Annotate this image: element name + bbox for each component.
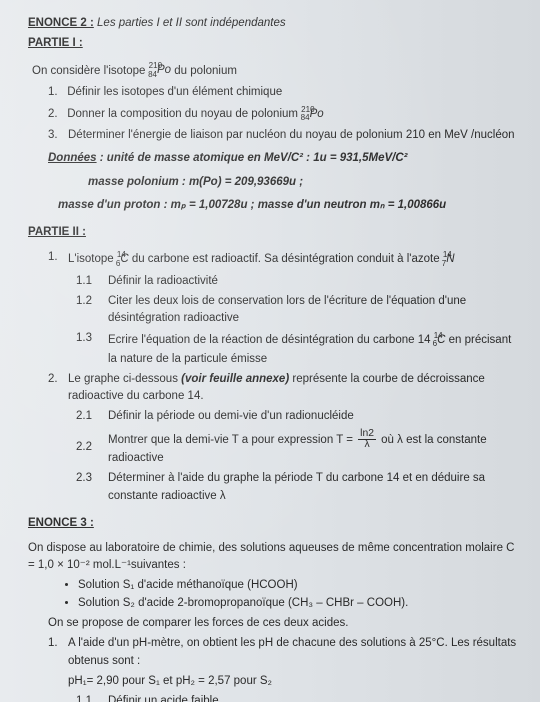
p1-q3: Déterminer l'énergie de liaison par nucl…	[68, 127, 515, 144]
p1-q3-row: 3. Déterminer l'énergie de liaison par n…	[48, 127, 522, 144]
enonce2-title: ENONCE 2 :	[28, 17, 94, 29]
isotope-po: 21084Po	[149, 64, 171, 76]
p2-q2-1: Définir la période ou demi-vie d'un radi…	[108, 408, 354, 425]
intro-post: du polonium	[171, 64, 237, 76]
p1-q1-row: 1. Définir les isotopes d'un élément chi…	[48, 84, 522, 101]
p2-q2-pre: Le graphe ci-dessous	[68, 373, 181, 385]
masse-po: masse polonium : m(Po) = 209,93669u ;	[88, 174, 522, 191]
p2-q1-1-row: 1.1 Définir la radioactivité	[76, 273, 522, 290]
iso-sub2: 84	[301, 113, 310, 122]
e3-q1: A l'aide d'un pH-mètre, on obtient les p…	[68, 635, 522, 670]
c14-sym: C	[120, 253, 128, 265]
isotope-c14: 146C	[117, 253, 129, 265]
num-2-2: 2.2	[76, 439, 108, 456]
p2-q2-2: Montrer que la demi-vie T a pour express…	[108, 429, 522, 468]
enonce3-title: ENONCE 3 :	[28, 515, 522, 532]
e3-bullets: Solution S₁ d'acide méthanoïque (HCOOH) …	[78, 577, 522, 613]
p2-q2-text: Le graphe ci-dessous (voir feuille annex…	[68, 371, 522, 406]
num-2: 2.	[48, 108, 58, 120]
p2-q1-3: Ecrire l'équation de la réaction de dési…	[108, 330, 522, 367]
num-1-3: 1.3	[76, 330, 108, 367]
isotope-c14b: 146C	[434, 334, 446, 346]
num-1-1: 1.1	[76, 273, 108, 290]
e3-ph: pH₁= 2,90 pour S₁ et pH₂ = 2,57 pour S₂	[68, 673, 522, 690]
p2-q1-2: Citer les deux lois de conservation lors…	[108, 293, 522, 328]
partie1-intro: On considère l'isotope 21084Po du poloni…	[32, 61, 522, 81]
p2-q1-1: Définir la radioactivité	[108, 273, 218, 290]
num-1b: 1.	[48, 249, 68, 269]
p2-q2-1-row: 2.1 Définir la période ou demi-vie d'un …	[76, 408, 522, 425]
num-2-3: 2.3	[76, 470, 108, 505]
num-1: 1.	[48, 86, 58, 98]
e3-q1-row: 1. A l'aide d'un pH-mètre, on obtient le…	[48, 635, 522, 670]
donnees-line1: Données : unité de masse atomique en MeV…	[48, 150, 522, 167]
intro-pre: On considère l'isotope	[32, 64, 149, 76]
p2-q2-2-pre: Montrer que la demi-vie T a pour express…	[108, 433, 356, 445]
p1-q1: Définir les isotopes d'un élément chimiq…	[67, 86, 282, 98]
partie1-title: PARTIE I :	[28, 35, 522, 52]
p2-q1-text: L'isotope 146C du carbone est radioactif…	[68, 249, 455, 269]
e3-intro: On dispose au laboratoire de chimie, des…	[28, 540, 522, 575]
enonce2-heading: ENONCE 2 : Les parties I et II sont indé…	[28, 15, 522, 32]
fraction: ln2λ	[358, 429, 376, 451]
p2-q2-2-row: 2.2 Montrer que la demi-vie T a pour exp…	[76, 429, 522, 468]
e3-compare: On se propose de comparer les forces de …	[48, 615, 522, 632]
p1-q2-row: 2. Donner la composition du noyau de pol…	[48, 104, 522, 124]
p2-q1-3a: Ecrire l'équation de la réaction de dési…	[108, 334, 434, 346]
exam-page: ENONCE 2 : Les parties I et II sont indé…	[0, 0, 540, 702]
frac-den: λ	[358, 440, 376, 450]
donnees-label: Données	[48, 152, 97, 164]
num-3: 3.	[48, 127, 68, 144]
iso-sub: 84	[148, 70, 157, 79]
num-1c: 1.	[48, 635, 68, 670]
p2-q2-3-row: 2.3 Déterminer à l'aide du graphe la pér…	[76, 470, 522, 505]
p1-q2: Donner la composition du noyau de poloni…	[67, 108, 301, 120]
e3-bullet1: Solution S₁ d'acide méthanoïque (HCOOH)	[78, 577, 522, 594]
isotope-po-2: 21084Po	[301, 108, 323, 120]
p2-q1-row: 1. L'isotope 146C du carbone est radioac…	[48, 249, 522, 269]
p2-q1-2-row: 1.2 Citer les deux lois de conservation …	[76, 293, 522, 328]
isotope-n14: 147N	[443, 253, 455, 265]
enonce2-subtitle: Les parties I et II sont indépendantes	[97, 17, 286, 29]
p2-q2-row: 2. Le graphe ci-dessous (voir feuille an…	[48, 371, 522, 406]
n14-sym: N	[446, 253, 454, 265]
e3-q1-1: Définir un acide faible	[108, 693, 219, 702]
e3-bullet2: Solution S₂ d'acide 2-bromopropanoïque (…	[78, 595, 522, 612]
iso-sym2: Po	[310, 108, 324, 120]
p2-q1-pre: L'isotope	[68, 253, 117, 265]
iso-sym: Po	[157, 64, 171, 76]
num-2b: 2.	[48, 371, 68, 406]
partie2-title: PARTIE II :	[28, 224, 522, 241]
e3-q1-1-row: 1.1 Définir un acide faible	[76, 693, 522, 702]
p2-q1-mid: du carbone est radioactif. Sa désintégra…	[129, 253, 443, 265]
p2-q1-3-row: 1.3 Ecrire l'équation de la réaction de …	[76, 330, 522, 367]
num-2-1: 2.1	[76, 408, 108, 425]
donnees-text: : unité de masse atomique en MeV/C² : 1u…	[97, 152, 408, 164]
masse-pn: masse d'un proton : mₚ = 1,00728u ; mass…	[58, 197, 522, 214]
p2-q2-3: Déterminer à l'aide du graphe la période…	[108, 470, 522, 505]
num-1-1b: 1.1	[76, 693, 108, 702]
num-1-2: 1.2	[76, 293, 108, 328]
p2-q2-annex: (voir feuille annexe)	[181, 373, 289, 385]
